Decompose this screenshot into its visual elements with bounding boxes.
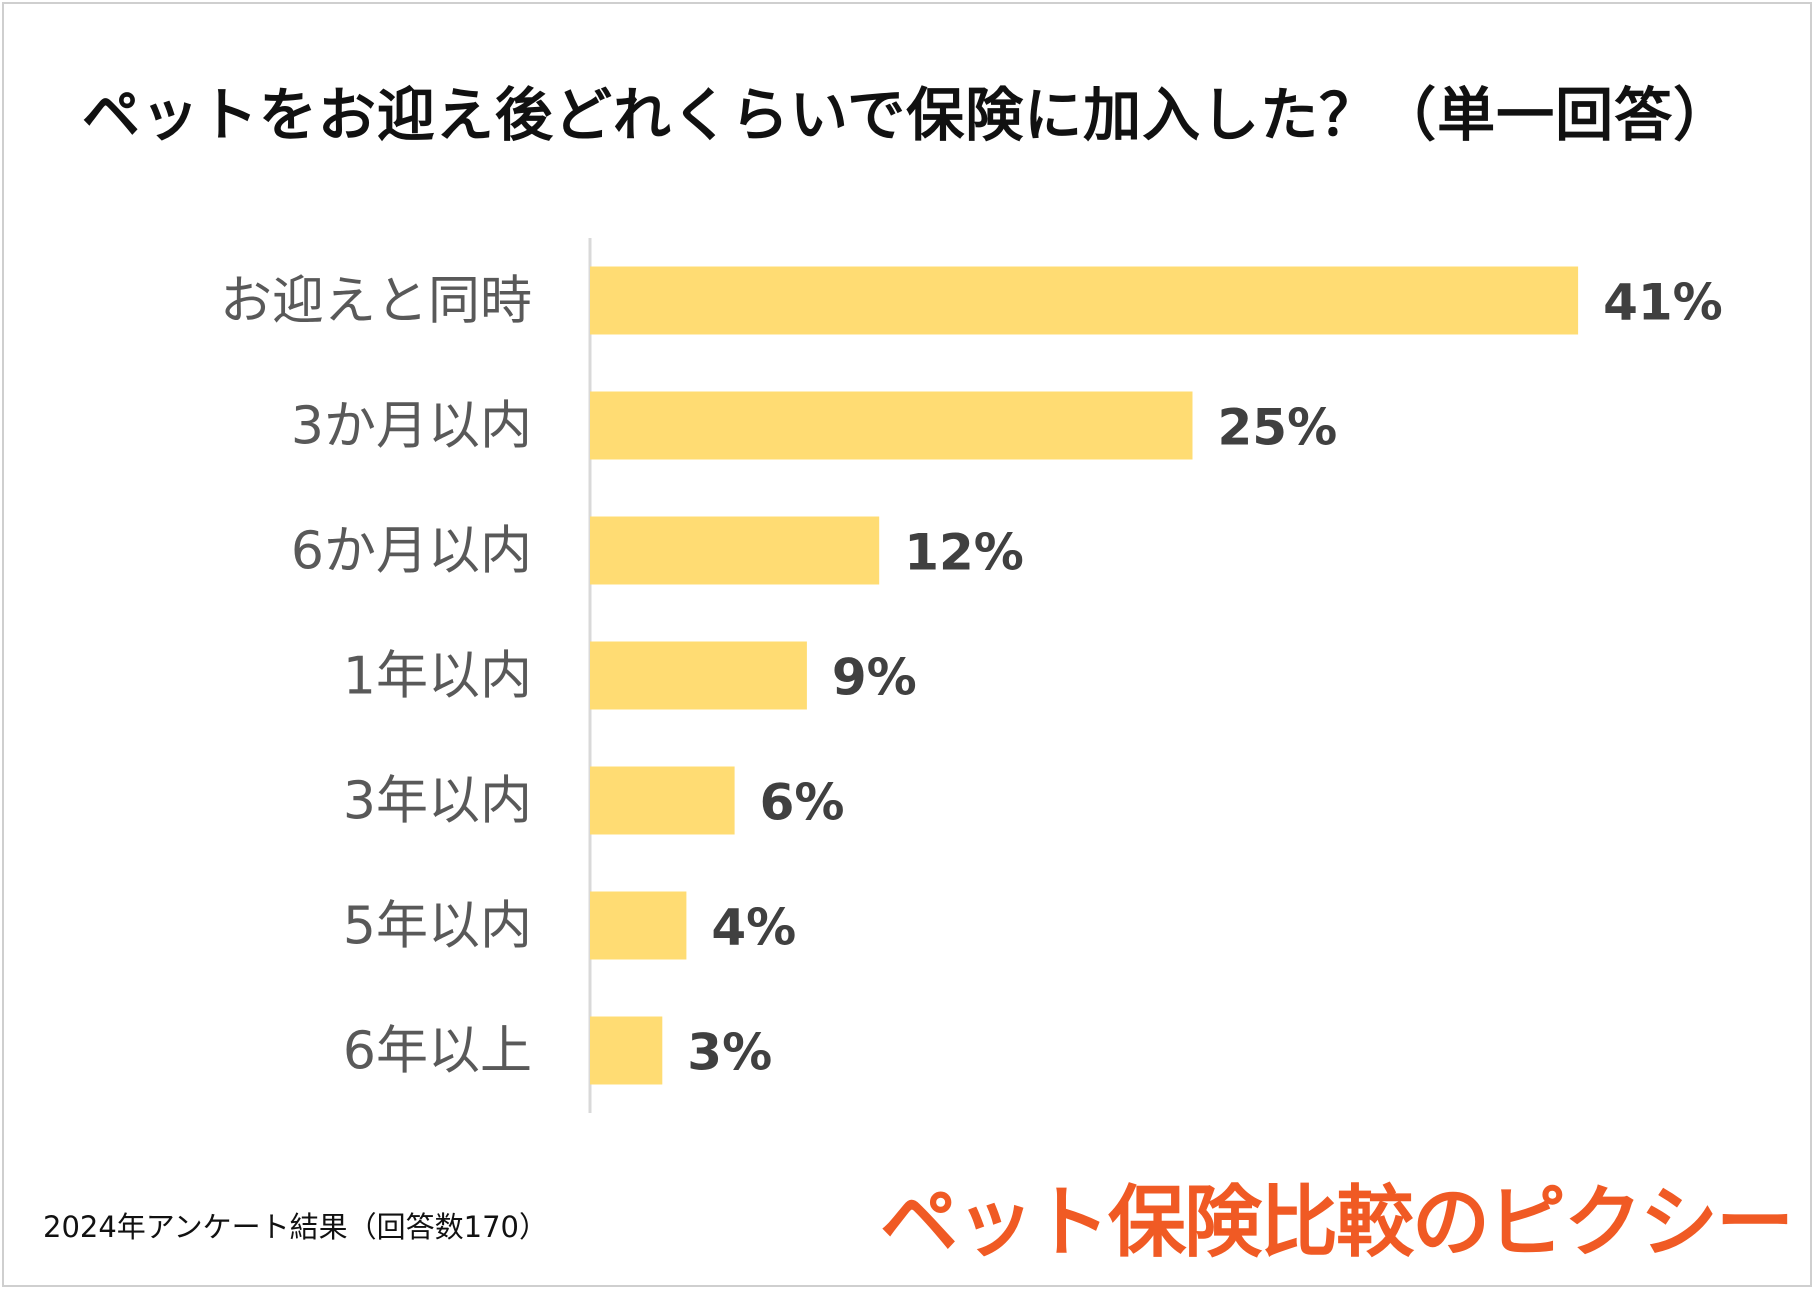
bar: [590, 891, 687, 960]
bar: [590, 391, 1193, 460]
data-label: 4%: [711, 899, 796, 957]
data-label: 25%: [1218, 399, 1338, 457]
survey-footnote: 2024年アンケート結果（回答数170）: [43, 1210, 548, 1244]
category-label: 3か月以内: [291, 397, 532, 457]
bar: [590, 766, 735, 835]
data-label: 12%: [904, 524, 1024, 582]
bar: [590, 266, 1579, 335]
data-label: 6%: [760, 774, 845, 832]
category-label: 5年以内: [343, 897, 532, 957]
bar: [590, 516, 880, 585]
data-label: 41%: [1603, 274, 1723, 332]
category-label: 6年以上: [343, 1022, 532, 1082]
chart-title: ペットをお迎え後どれくらいで保険に加入した？（単一回答）: [81, 81, 1733, 149]
category-label: お迎えと同時: [220, 272, 532, 332]
data-label: 3%: [687, 1024, 772, 1082]
bar: [590, 1016, 663, 1085]
data-label: 9%: [832, 649, 917, 707]
category-label: 3年以内: [343, 772, 532, 832]
category-label: 1年以内: [343, 647, 532, 707]
category-label: 6か月以内: [291, 522, 532, 582]
bar: [590, 641, 807, 710]
brand-logo: ペット保険比較のピクシー: [880, 1178, 1794, 1268]
